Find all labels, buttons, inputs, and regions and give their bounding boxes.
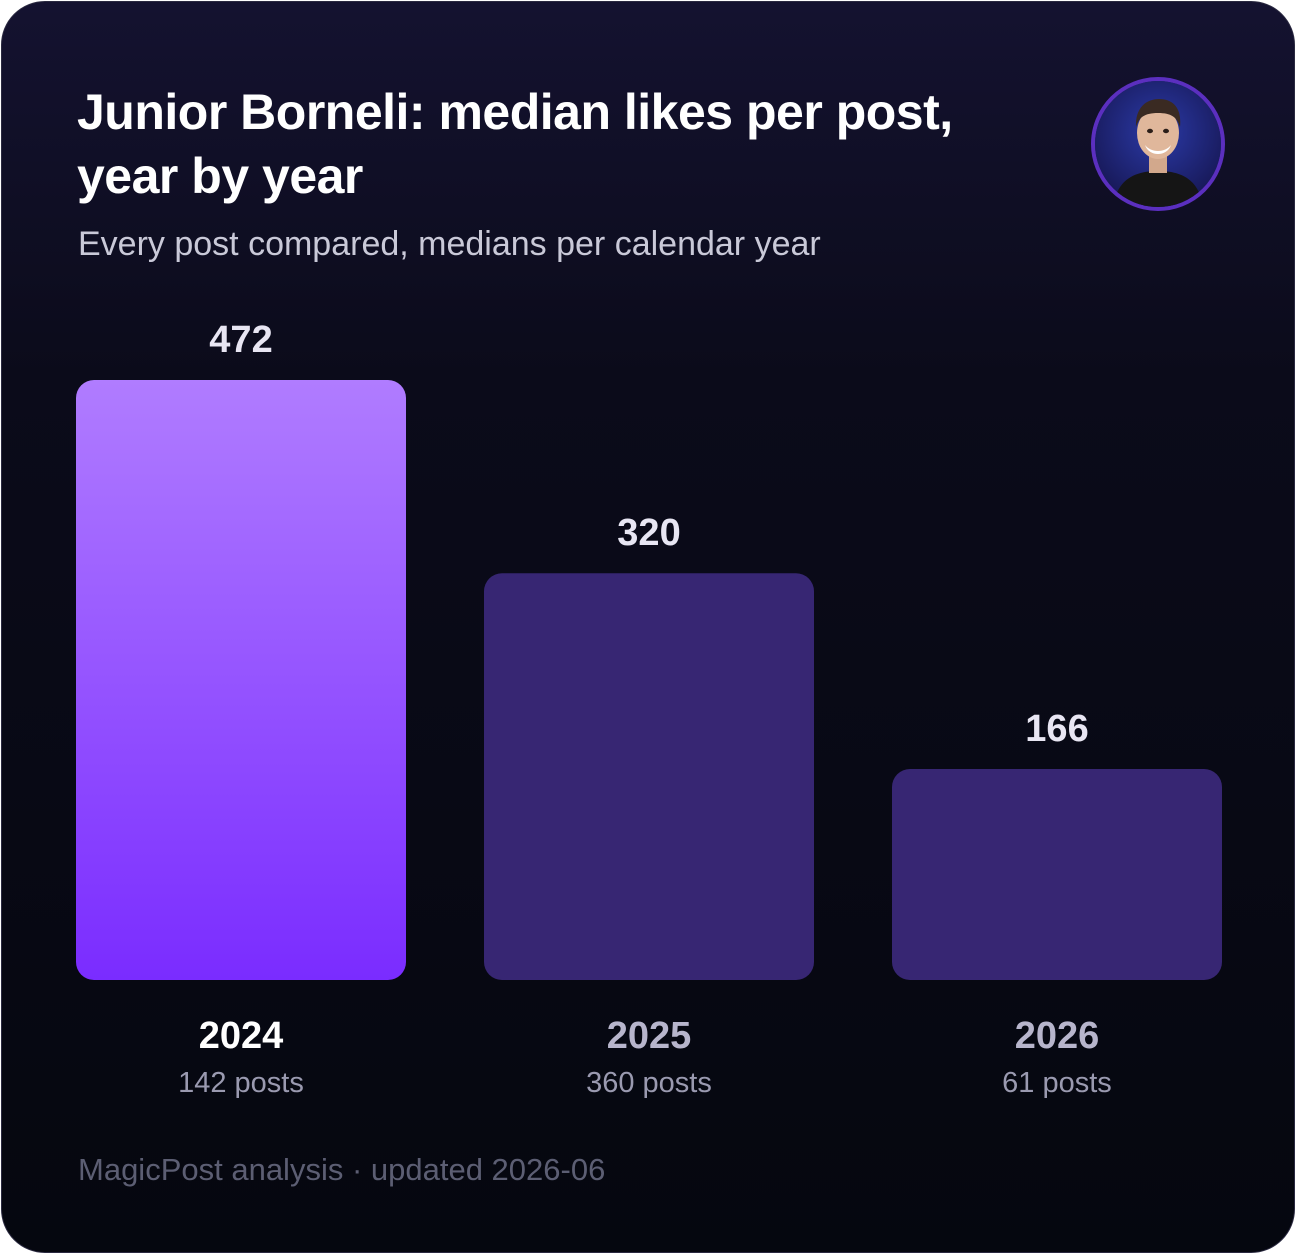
bar-2024 bbox=[76, 380, 406, 980]
category-label-2025: 2025 bbox=[607, 1015, 692, 1057]
value-label-2025: 320 bbox=[617, 512, 680, 554]
post-count-2024: 142 posts bbox=[178, 1067, 304, 1099]
value-label-2024: 472 bbox=[209, 319, 272, 361]
bar-2025 bbox=[484, 573, 814, 980]
chart-title: Junior Borneli: median likes per post, y… bbox=[77, 84, 953, 204]
bar-chart: 472 2024 142 posts 320 2025 360 posts 166 2026 6… bbox=[76, 319, 1222, 1099]
category-label-2024: 2024 bbox=[199, 1015, 284, 1057]
post-count-2026: 61 posts bbox=[1002, 1067, 1112, 1099]
person-portrait-icon bbox=[1095, 81, 1221, 207]
value-label-2026: 166 bbox=[1025, 708, 1088, 750]
bar-2026 bbox=[892, 768, 1222, 980]
chart-subtitle: Every post compared, medians per calenda… bbox=[78, 225, 821, 263]
footer-credit: MagicPost analysis · updated 2026-06 bbox=[78, 1152, 606, 1187]
profile-avatar bbox=[1091, 77, 1225, 211]
category-label-2026: 2026 bbox=[1015, 1015, 1100, 1057]
post-count-2025: 360 posts bbox=[586, 1067, 712, 1099]
